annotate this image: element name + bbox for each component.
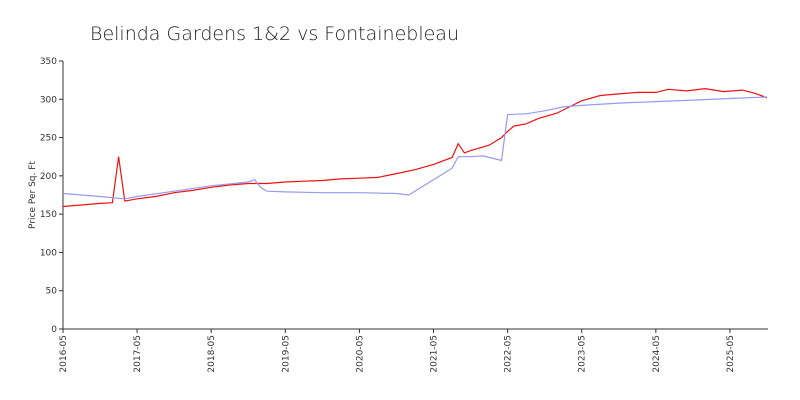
x-tick-label: 2024-05 [652,335,662,373]
x-tick-label: 2023-05 [578,335,588,373]
y-axis-label: Price Per Sq. Ft [28,161,38,229]
y-tick-label: 300 [40,95,57,105]
y-tick-label: 350 [40,57,57,67]
x-tick-label: 2019-05 [281,335,291,373]
x-tick-label: 2020-05 [355,335,365,373]
y-tick-label: 150 [40,210,57,220]
x-tick-label: 2025-05 [726,335,736,373]
y-tick-label: 250 [40,134,57,144]
x-tick-label: 2018-05 [207,335,217,373]
series-line [62,96,768,200]
x-tick-label: 2017-05 [133,335,143,373]
x-tick-label: 2022-05 [504,335,514,373]
chart-title: Belinda Gardens 1&2 vs Fontainebleau [90,23,459,45]
series-line [62,87,768,208]
x-tick-label: 2016-05 [59,335,69,373]
y-tick-label: 50 [46,287,58,297]
y-tick-label: 100 [40,248,57,258]
x-tick-label: 2021-05 [430,335,440,373]
y-tick-label: 200 [40,172,57,182]
y-tick-label: 0 [51,325,57,335]
